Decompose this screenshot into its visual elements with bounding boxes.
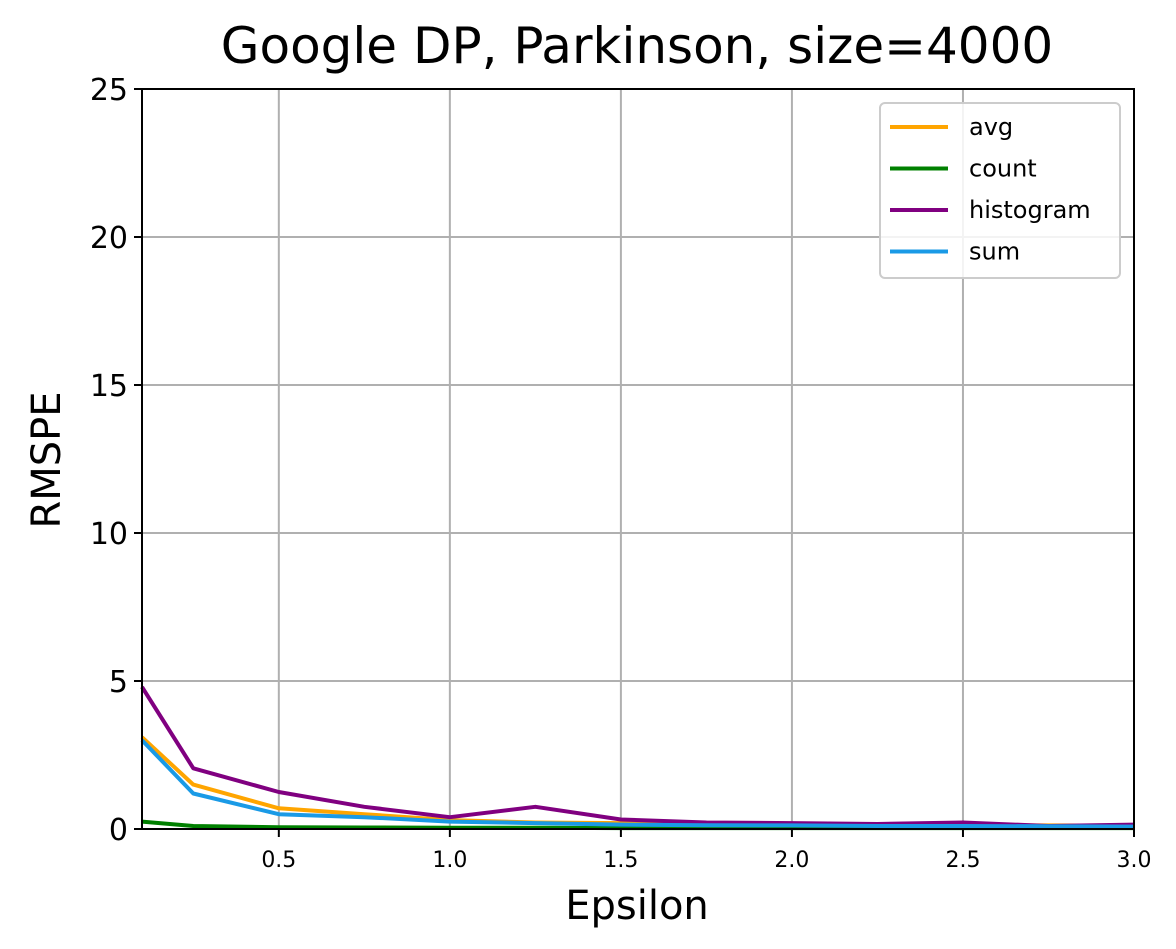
x-tick-label: 2.0 xyxy=(774,848,809,873)
y-tick-label: 15 xyxy=(90,369,128,404)
x-axis-label: Epsilon xyxy=(565,883,709,929)
x-tick-label: 1.5 xyxy=(603,848,638,873)
chart-title: Google DP, Parkinson, size=4000 xyxy=(221,17,1054,75)
x-tick-label: 3.0 xyxy=(1117,848,1152,873)
legend-label-histogram: histogram xyxy=(969,196,1091,224)
legend-label-sum: sum xyxy=(969,238,1020,266)
tick-layer: 0.5 1.0 1.5 2.0 2.5 3.0 0 5 10 15 20 25 xyxy=(90,73,1152,873)
y-tick-label: 10 xyxy=(90,517,128,552)
y-tick-label: 25 xyxy=(90,73,128,108)
legend: avg count histogram sum xyxy=(879,102,1121,279)
x-tick-label: 2.5 xyxy=(945,848,980,873)
series-line-avg xyxy=(140,735,1135,828)
x-tick-label: 1.0 xyxy=(432,848,467,873)
plot-frame xyxy=(141,88,1135,830)
y-tick-label: 20 xyxy=(90,221,128,256)
legend-label-avg: avg xyxy=(969,113,1013,141)
series-layer xyxy=(140,685,1135,831)
legend-label-count: count xyxy=(969,155,1037,183)
series-line-sum xyxy=(140,738,1135,829)
y-tick-label: 0 xyxy=(109,813,128,848)
y-axis-label: RMSPE xyxy=(24,391,70,528)
legend-frame xyxy=(879,102,1121,279)
y-tick-label: 5 xyxy=(109,665,128,700)
x-tick-label: 0.5 xyxy=(261,848,296,873)
series-line-histogram xyxy=(140,685,1135,828)
